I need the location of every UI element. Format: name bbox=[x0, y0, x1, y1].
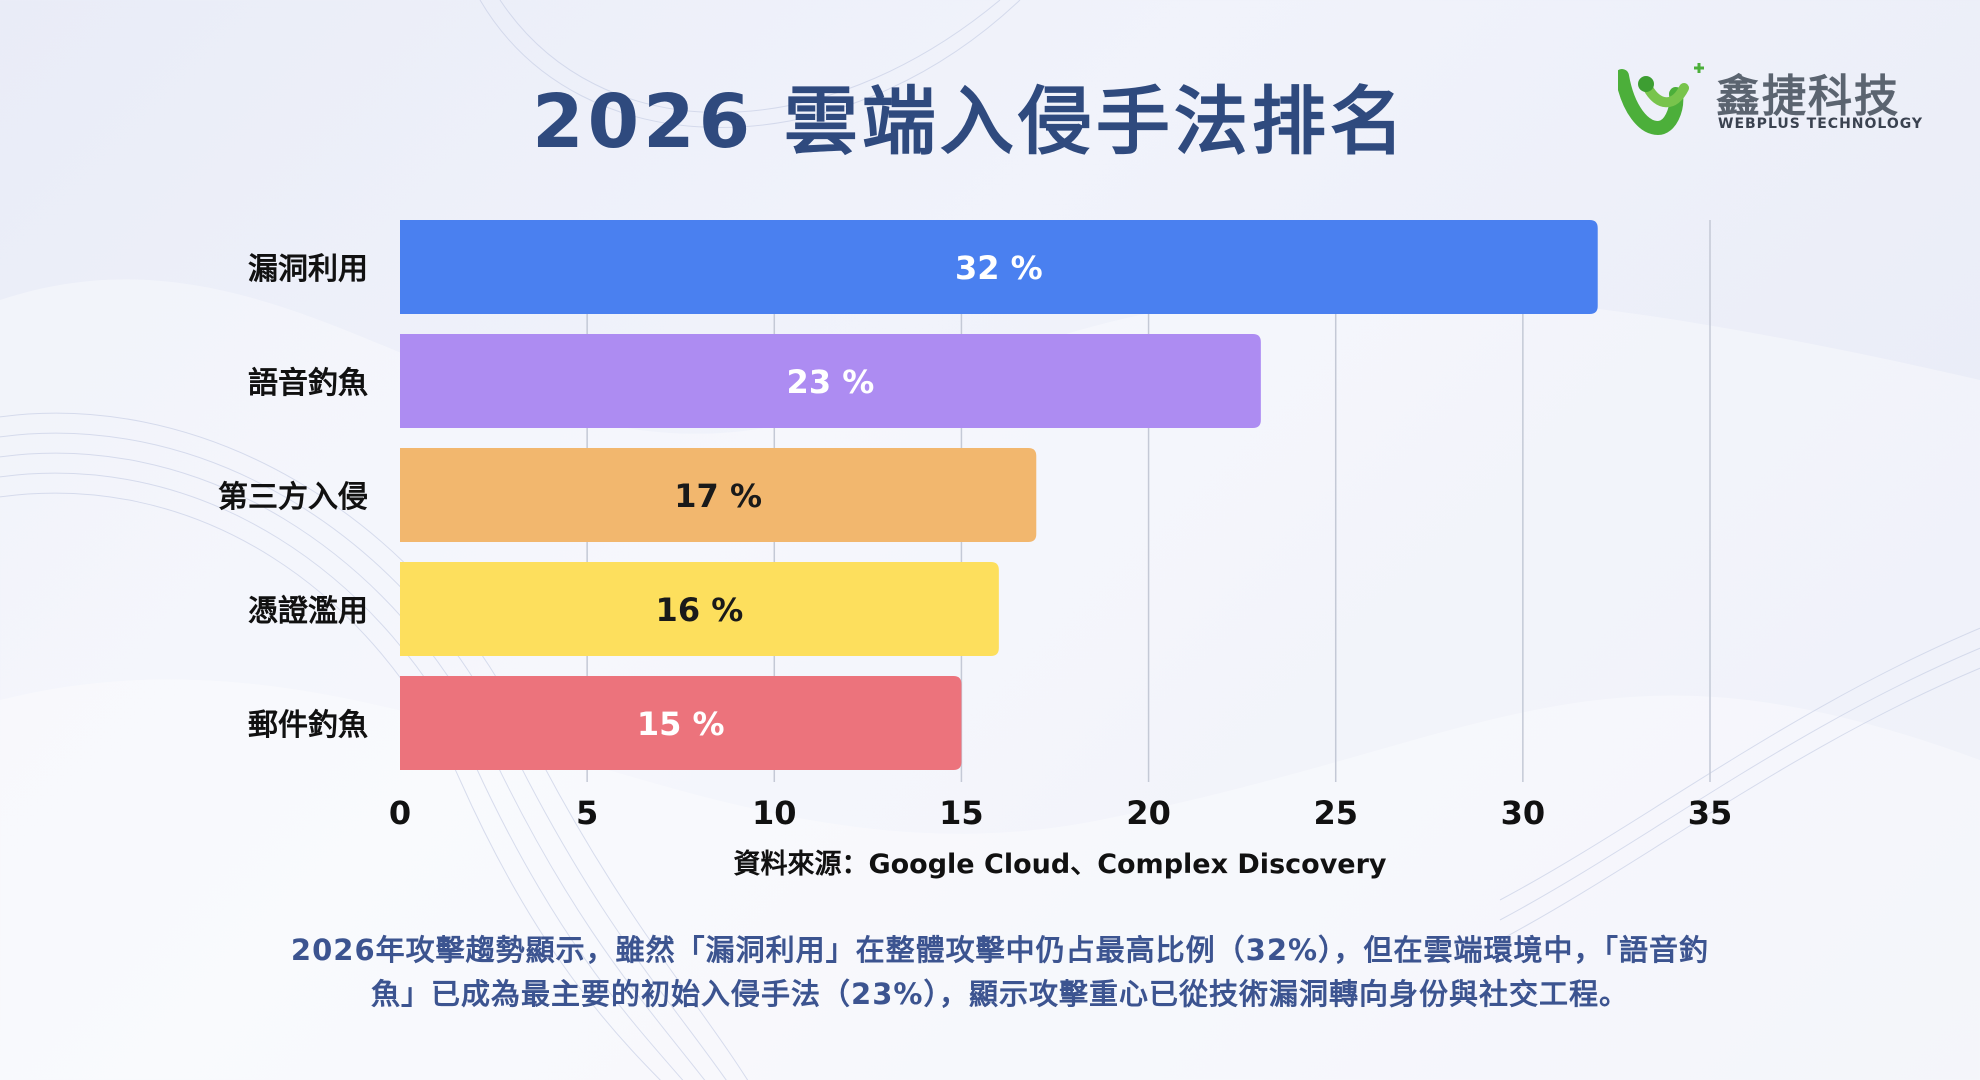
data-source: 資料來源：Google Cloud、Complex Discovery bbox=[733, 849, 1387, 880]
category-label: 語音釣魚 bbox=[248, 366, 368, 401]
x-tick-label: 5 bbox=[576, 794, 598, 832]
logo-name: 鑫捷科技 bbox=[1716, 71, 1900, 122]
x-tick-label: 10 bbox=[752, 794, 797, 832]
x-tick-label: 30 bbox=[1501, 794, 1546, 832]
category-label: 郵件釣魚 bbox=[248, 708, 368, 743]
chart-description: 2026年攻擊趨勢顯示，雖然「漏洞利用」在整體攻擊中仍占最高比例（32%），但在… bbox=[290, 933, 1710, 1011]
x-tick-label: 15 bbox=[939, 794, 984, 832]
category-label: 漏洞利用 bbox=[248, 252, 368, 287]
bar-2 bbox=[400, 334, 1261, 428]
bar-3 bbox=[400, 448, 1037, 542]
bar-value-label: 15 % bbox=[637, 705, 725, 743]
x-tick-label: 0 bbox=[389, 794, 411, 832]
bar-4 bbox=[400, 562, 999, 656]
bar-1 bbox=[400, 220, 1598, 314]
x-tick-label: 25 bbox=[1313, 794, 1358, 832]
logo-subtitle: WEBPLUS TECHNOLOGY bbox=[1718, 116, 1924, 132]
bar-value-label: 16 % bbox=[656, 591, 744, 629]
bar-5 bbox=[400, 676, 962, 770]
category-label: 第三方入侵 bbox=[218, 480, 368, 515]
bar-value-label: 17 % bbox=[674, 477, 762, 515]
bar-value-label: 23 % bbox=[787, 363, 875, 401]
webplus-logo-icon bbox=[1618, 63, 1704, 136]
x-tick-label: 35 bbox=[1688, 794, 1733, 832]
bar-value-label: 32 % bbox=[955, 249, 1043, 287]
x-tick-label: 20 bbox=[1126, 794, 1171, 832]
page-title: 2026 雲端入侵手法排名 bbox=[532, 79, 1408, 165]
company-logo: 鑫捷科技 WEBPLUS TECHNOLOGY bbox=[1618, 58, 1922, 138]
category-label: 憑證濫用 bbox=[248, 594, 368, 629]
